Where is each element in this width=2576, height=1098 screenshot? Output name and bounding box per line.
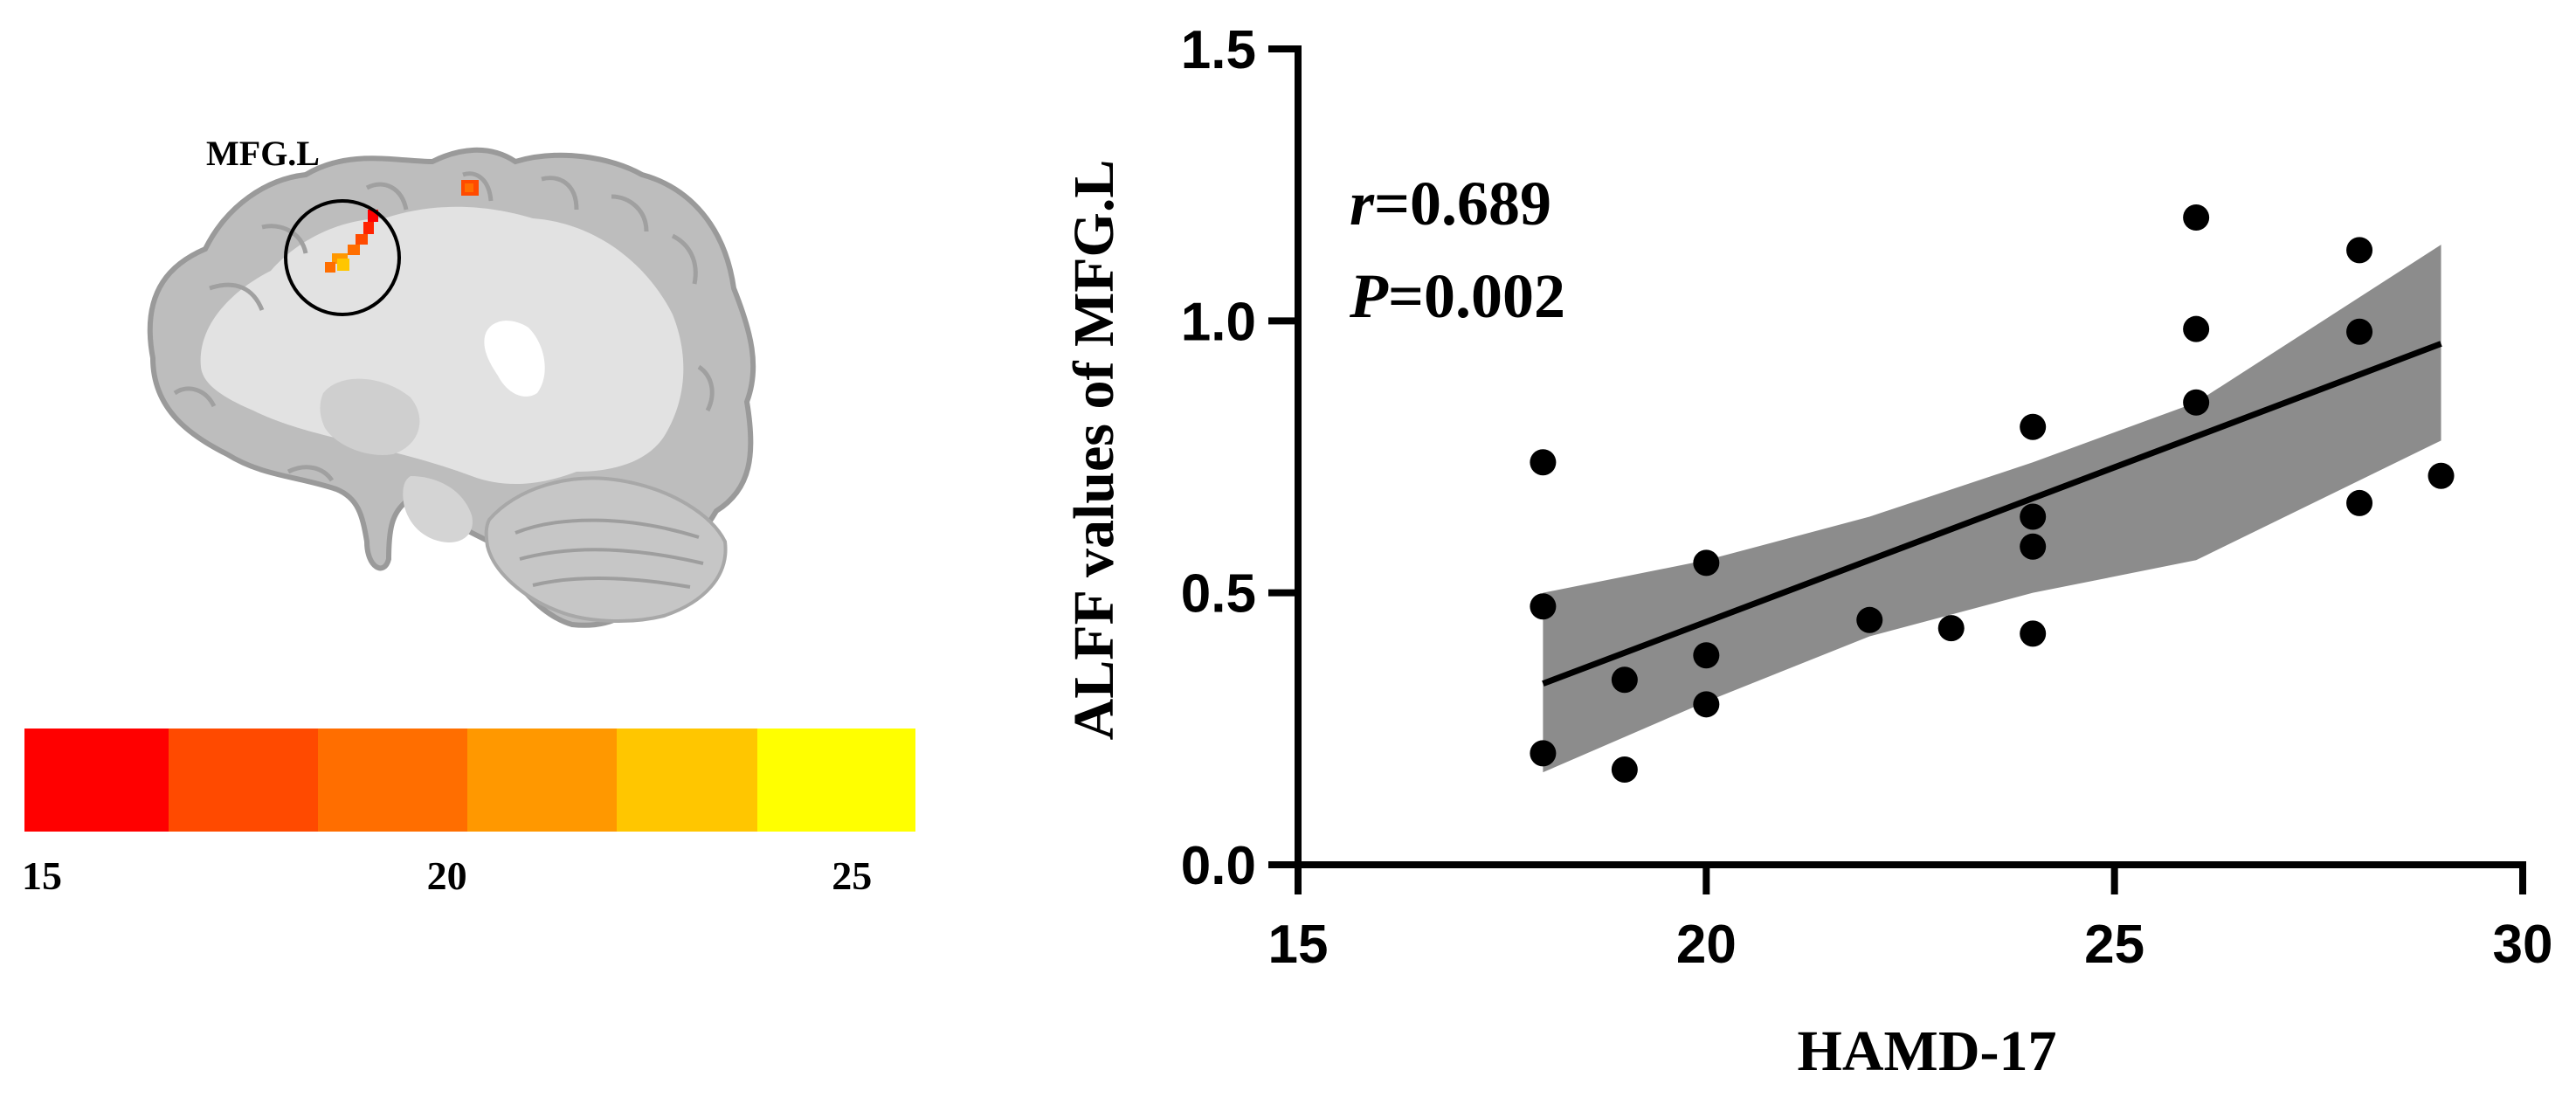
data-point bbox=[1611, 666, 1638, 694]
r-value: =0.689 bbox=[1374, 169, 1551, 238]
data-point bbox=[1530, 740, 1557, 767]
data-point bbox=[2183, 315, 2210, 342]
regression-line bbox=[1542, 341, 2442, 687]
y-axis-label: ALFF values of MFG.L bbox=[1062, 160, 1126, 741]
y-tick-label: 0.5 bbox=[1181, 564, 1256, 625]
data-point bbox=[2346, 237, 2373, 264]
data-point bbox=[1937, 615, 1965, 642]
x-tick-labels: 15 20 25 30 bbox=[1268, 915, 2553, 975]
y-tick-label: 0.0 bbox=[1181, 836, 1256, 896]
region-circle bbox=[284, 199, 401, 316]
data-point bbox=[1693, 691, 1720, 718]
data-point bbox=[1693, 642, 1720, 669]
x-axis-label: HAMD-17 bbox=[1798, 1019, 2057, 1083]
colorbar-segment bbox=[318, 729, 467, 832]
y-tick-label: 1.5 bbox=[1181, 20, 1256, 80]
fit-line-layer bbox=[1542, 341, 2442, 687]
activation-cluster-superior bbox=[461, 180, 479, 196]
x-tick-label: 25 bbox=[2084, 915, 2144, 975]
colorbar-tick-labels: 15 20 25 bbox=[22, 853, 872, 898]
data-point bbox=[2428, 462, 2455, 489]
colorbar-segment bbox=[24, 729, 169, 832]
data-point bbox=[2346, 489, 2373, 516]
colorbar bbox=[24, 729, 915, 832]
colorbar-tick-label: 25 bbox=[832, 853, 872, 898]
p-symbol: P bbox=[1349, 261, 1389, 331]
region-label: MFG.L bbox=[206, 134, 320, 173]
x-tick-label: 20 bbox=[1676, 915, 1737, 975]
colorbar-tick-label: 20 bbox=[427, 853, 467, 898]
colorbar-segment bbox=[169, 729, 318, 832]
x-tick-label: 15 bbox=[1268, 915, 1329, 975]
ventricle-region bbox=[484, 321, 545, 397]
colorbar-tick-label: 15 bbox=[22, 853, 62, 898]
data-point bbox=[1856, 606, 1883, 633]
x-tick-label: 30 bbox=[2493, 915, 2553, 975]
r-annotation: r=0.689 bbox=[1350, 169, 1551, 238]
cerebellum-folia bbox=[515, 518, 704, 589]
data-point bbox=[2020, 620, 2047, 647]
brainstem-region bbox=[403, 476, 473, 542]
axes-layer bbox=[1268, 45, 2526, 894]
brain-slice-panel: MFG.L bbox=[147, 134, 756, 628]
data-point bbox=[1611, 756, 1638, 784]
data-point bbox=[2020, 413, 2047, 440]
colorbar-segment bbox=[757, 729, 915, 832]
confidence-band-layer bbox=[1543, 245, 2441, 773]
y-tick-labels: 0.0 0.5 1.0 1.5 bbox=[1181, 20, 1256, 896]
data-point bbox=[2020, 533, 2047, 560]
p-value: =0.002 bbox=[1388, 261, 1565, 331]
p-annotation: P=0.002 bbox=[1349, 261, 1565, 331]
colorbar-segment bbox=[467, 729, 617, 832]
cortical-gyri bbox=[173, 171, 715, 482]
data-point bbox=[2183, 389, 2210, 416]
confidence-band bbox=[1543, 245, 2441, 773]
data-point bbox=[1530, 593, 1557, 620]
activation-cluster-mfg bbox=[325, 210, 378, 273]
data-point bbox=[1693, 549, 1720, 577]
basal-ganglia-region bbox=[320, 378, 420, 455]
data-point bbox=[2183, 204, 2210, 231]
scatter-chart: 0.0 0.5 1.0 1.5 15 20 25 30 ALFF values of MFG… bbox=[1062, 20, 2552, 1083]
data-points-layer bbox=[1530, 204, 2455, 784]
data-point bbox=[2020, 503, 2047, 530]
y-tick-label: 1.0 bbox=[1181, 292, 1256, 352]
r-symbol: r bbox=[1350, 169, 1375, 238]
data-point bbox=[2346, 318, 2373, 345]
data-point bbox=[1530, 449, 1557, 476]
colorbar-segment bbox=[617, 729, 757, 832]
